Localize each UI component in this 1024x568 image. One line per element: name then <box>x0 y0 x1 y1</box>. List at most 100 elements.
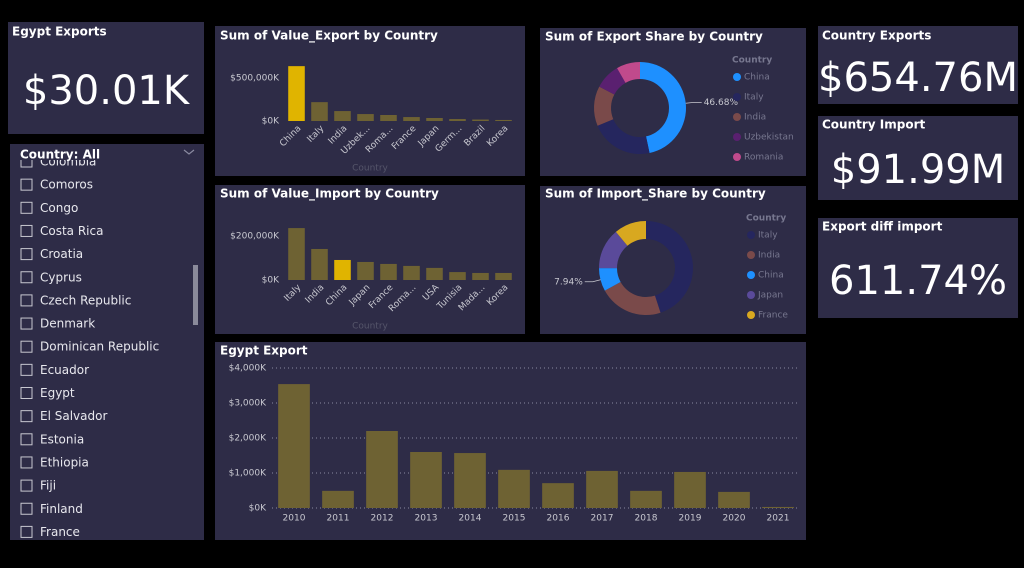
x-tick-label: 2012 <box>371 514 394 524</box>
y-tick-label: $0K <box>262 117 280 127</box>
x-axis-title: Country <box>352 164 388 174</box>
slicer-item[interactable]: Dominican Republic <box>40 340 159 354</box>
legend-swatch <box>733 93 741 101</box>
donut-slice <box>599 268 621 291</box>
y-tick-label: $200,000K <box>230 232 280 242</box>
slicer-list: Colombia Comoros Congo Costa Rica Croatia Cyp… <box>20 155 159 539</box>
checkbox[interactable] <box>20 271 33 284</box>
x-tick-label: 2015 <box>503 514 526 524</box>
legend-swatch <box>747 251 755 259</box>
slicer-item[interactable]: Czech Republic <box>40 293 131 307</box>
bar <box>472 272 489 280</box>
scrollbar[interactable] <box>193 265 198 325</box>
slicer-item[interactable]: France <box>40 525 80 539</box>
card-title: Egypt Exports <box>12 25 107 39</box>
chart-panel <box>215 185 525 334</box>
x-tick-label: 2017 <box>591 514 614 524</box>
card-title: Country Import <box>822 118 926 132</box>
legend-label: Italy <box>744 93 764 103</box>
slicer-item[interactable]: Congo <box>40 201 78 215</box>
checkbox[interactable] <box>20 363 33 376</box>
checkbox[interactable] <box>20 340 33 353</box>
donut-slice <box>615 221 646 246</box>
checkbox[interactable] <box>20 224 33 237</box>
donut-slice <box>599 231 628 269</box>
card-value: $654.76M <box>818 55 1018 101</box>
bar <box>311 102 328 121</box>
donut-slice <box>594 86 615 126</box>
legend-label: China <box>758 271 784 281</box>
slicer-item[interactable]: Denmark <box>40 317 95 331</box>
slicer-item[interactable]: Estonia <box>40 432 84 446</box>
legend-swatch <box>733 113 741 121</box>
card-panel <box>818 116 1018 200</box>
bar <box>322 490 354 508</box>
slicer-item[interactable]: Cyprus <box>40 270 82 284</box>
slicer-item[interactable]: Costa Rica <box>40 224 103 238</box>
bar <box>449 119 466 121</box>
slicer-item[interactable]: Egypt <box>40 386 75 400</box>
bar <box>426 118 443 121</box>
x-axis-title: Country <box>352 322 388 332</box>
checkbox[interactable] <box>20 178 33 191</box>
slicer-item[interactable]: El Salvador <box>40 409 107 423</box>
data-label: 46.68% <box>704 98 739 108</box>
legend-swatch <box>733 153 741 161</box>
x-tick-label: 2014 <box>459 514 482 524</box>
checkbox[interactable] <box>20 433 33 446</box>
chart-panel <box>215 26 525 176</box>
checkbox[interactable] <box>20 410 33 423</box>
legend-swatch <box>747 271 755 279</box>
bar <box>498 469 530 508</box>
bar <box>674 471 706 508</box>
slicer-item[interactable]: Ethiopia <box>40 455 89 469</box>
checkbox[interactable] <box>20 525 33 538</box>
bar <box>357 261 374 280</box>
bar <box>495 119 512 121</box>
checkbox[interactable] <box>20 294 33 307</box>
checkbox[interactable] <box>20 387 33 399</box>
legend-label: Romania <box>744 153 783 163</box>
chevron[interactable] <box>183 149 195 155</box>
checkbox[interactable] <box>20 248 33 261</box>
chart-title: Sum of Import_Share by Country <box>545 187 766 202</box>
y-tick-label: $1,000K <box>229 469 267 479</box>
x-tick-label: 2020 <box>723 514 746 524</box>
legend-label: Uzbekistan <box>744 133 794 143</box>
bar <box>357 114 374 121</box>
bar <box>410 452 442 508</box>
card-panel <box>818 26 1018 104</box>
slicer-item[interactable]: Croatia <box>40 247 83 261</box>
bar <box>426 267 443 280</box>
x-tick-label: 2011 <box>327 514 350 524</box>
legend-label: Japan <box>757 291 783 301</box>
slicer-title[interactable]: Country: All <box>20 148 100 162</box>
slicer-item[interactable]: Ecuador <box>40 363 89 377</box>
checkbox[interactable] <box>20 502 33 515</box>
legend-label: China <box>744 73 770 83</box>
donut-slice <box>597 119 650 155</box>
bar <box>762 506 794 508</box>
slicer-item[interactable]: Fiji <box>40 479 56 493</box>
bar <box>366 431 398 508</box>
y-tick-label: $3,000K <box>229 399 267 409</box>
slicer-item[interactable]: Comoros <box>40 178 93 192</box>
checkbox[interactable] <box>20 456 33 469</box>
bar <box>380 263 397 280</box>
slicer-item[interactable]: Colombia <box>40 155 96 169</box>
x-tick-label: 2021 <box>767 514 790 524</box>
y-tick-label: $4,000K <box>229 364 267 374</box>
bar <box>472 119 489 121</box>
y-tick-label: $0K <box>249 504 267 514</box>
slicer-panel <box>10 144 204 540</box>
chart-title: Sum of Value_Export by Country <box>220 29 438 44</box>
slicer-item[interactable]: Finland <box>40 502 83 516</box>
checkbox[interactable] <box>20 479 33 492</box>
legend-label: India <box>758 251 780 261</box>
checkbox[interactable] <box>20 317 33 330</box>
bar <box>288 66 305 121</box>
checkbox[interactable] <box>20 156 33 168</box>
x-tick-label: 2013 <box>415 514 438 524</box>
x-tick-label: 2010 <box>283 514 306 524</box>
checkbox[interactable] <box>20 201 33 214</box>
